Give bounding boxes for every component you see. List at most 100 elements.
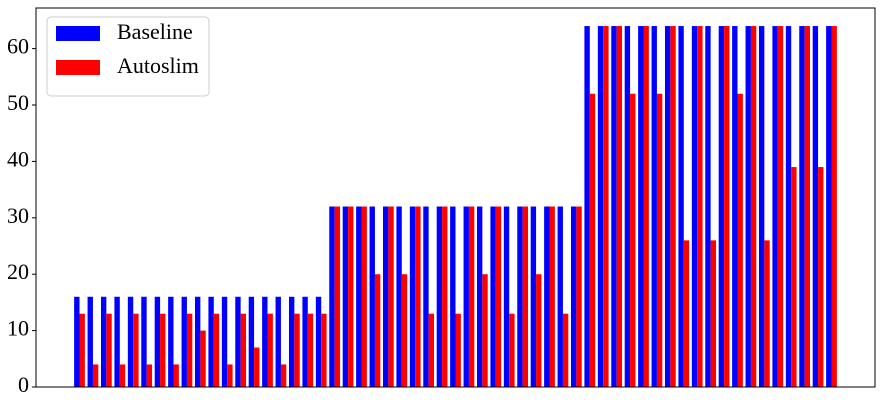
bar <box>799 26 805 388</box>
bar <box>100 296 107 387</box>
bar <box>87 296 93 387</box>
bar <box>562 313 569 387</box>
bar <box>92 364 99 387</box>
bar <box>173 364 179 387</box>
bar <box>307 313 314 387</box>
bar <box>603 26 609 388</box>
bar <box>758 26 765 388</box>
bar <box>227 364 233 387</box>
bar <box>697 26 703 388</box>
bar <box>530 206 537 387</box>
bar <box>818 167 824 387</box>
bar <box>656 93 663 387</box>
bar <box>154 296 161 387</box>
bar <box>146 364 153 387</box>
bar <box>141 296 147 387</box>
bar <box>342 206 349 387</box>
bar <box>213 313 220 387</box>
bar <box>119 364 126 387</box>
bar <box>570 206 577 387</box>
bar <box>476 206 483 387</box>
bar <box>826 26 832 388</box>
legend-label: Autoslim <box>117 53 199 78</box>
bar <box>235 296 241 387</box>
bar <box>764 240 770 387</box>
bar <box>348 206 354 387</box>
bar <box>624 26 631 388</box>
bar <box>791 167 797 387</box>
y-tick-label: 40 <box>7 146 29 171</box>
y-tick-label: 20 <box>7 259 29 284</box>
bar <box>168 296 174 387</box>
bar <box>415 206 421 387</box>
bar <box>745 26 751 388</box>
bar <box>356 206 362 387</box>
bar <box>463 206 469 387</box>
bar <box>240 313 247 387</box>
bar <box>718 26 725 388</box>
bar <box>589 93 596 387</box>
bar <box>428 313 435 387</box>
bar <box>509 313 515 387</box>
bar <box>294 313 300 387</box>
bar <box>329 206 335 387</box>
y-tick-label: 0 <box>18 372 29 397</box>
bar <box>321 313 327 387</box>
bar <box>691 26 698 388</box>
bar <box>772 26 778 388</box>
y-tick-label: 10 <box>7 316 29 341</box>
bar <box>643 26 649 388</box>
bar <box>334 206 341 387</box>
bar <box>597 26 604 388</box>
bar <box>724 26 730 388</box>
bar <box>133 313 139 387</box>
bar <box>557 206 563 387</box>
bar <box>374 274 381 387</box>
bar <box>382 206 389 387</box>
bar <box>127 296 134 387</box>
bar <box>664 26 671 388</box>
bar <box>288 296 295 387</box>
bar <box>804 26 811 388</box>
legend-swatch <box>56 26 100 41</box>
bar <box>705 26 711 388</box>
bar <box>611 26 617 388</box>
bar <box>442 206 448 387</box>
bar <box>616 26 623 388</box>
bar <box>584 26 590 388</box>
bar <box>812 26 819 388</box>
bar <box>79 313 85 387</box>
bar <box>396 206 402 387</box>
legend-label: Baseline <box>117 19 193 44</box>
bar <box>388 206 394 387</box>
bar <box>369 206 375 387</box>
bar <box>710 240 717 387</box>
bar <box>732 26 738 388</box>
bar <box>74 296 80 387</box>
bar <box>361 206 367 387</box>
bar <box>522 206 529 387</box>
y-tick-label: 30 <box>7 203 29 228</box>
bar <box>750 26 757 388</box>
bar <box>267 313 273 387</box>
bar <box>208 296 214 387</box>
bar <box>536 274 542 387</box>
bar <box>114 296 120 387</box>
bar <box>670 26 676 388</box>
bar <box>503 206 510 387</box>
y-tick-label: 50 <box>7 90 29 115</box>
bar <box>468 206 475 387</box>
bar <box>436 206 443 387</box>
bar <box>194 296 201 387</box>
bar <box>785 26 792 388</box>
bar <box>683 240 690 387</box>
bar <box>450 206 456 387</box>
bar <box>423 206 429 387</box>
bar <box>280 364 287 387</box>
bar <box>186 313 193 387</box>
bar <box>302 296 308 387</box>
bar <box>517 206 523 387</box>
bar <box>248 296 255 387</box>
legend-swatch <box>56 60 100 75</box>
